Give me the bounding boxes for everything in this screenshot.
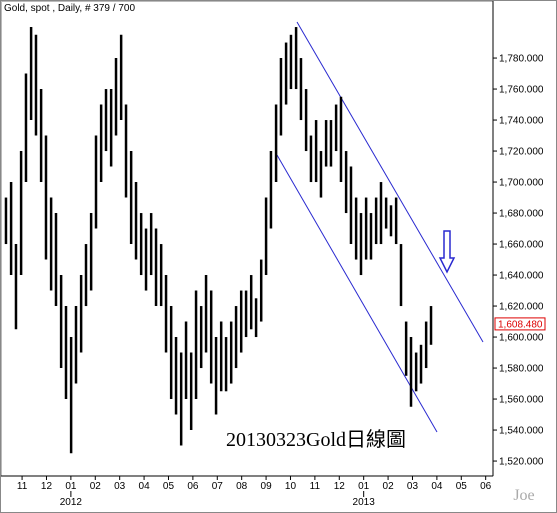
x-tick-label: 06 — [187, 481, 199, 492]
y-tick-label: 1,780.000 — [499, 54, 544, 65]
y-tick-label: 1,580.000 — [499, 364, 544, 375]
y-tick-label: 1,740.000 — [499, 116, 544, 127]
y-tick-label: 1,620.000 — [499, 302, 544, 313]
x-tick-label: 11 — [310, 481, 321, 492]
y-tick-label: 1,640.000 — [499, 271, 544, 282]
x-tick-label: 04 — [139, 481, 151, 492]
y-tick-label: 1,600.000 — [499, 333, 544, 344]
y-tick-label: 1,720.000 — [499, 147, 544, 158]
x-tick-label: 11 — [17, 481, 28, 492]
x-tick-label: 01 — [358, 481, 370, 492]
x-tick-label: 03 — [407, 481, 419, 492]
annotation: 20130323Gold日線圖 — [226, 428, 406, 451]
y-tick-label: 1,560.000 — [499, 395, 544, 406]
x-tick-label: 02 — [383, 481, 395, 492]
chart-title: Gold, spot , Daily, # 379 / 700 — [4, 3, 135, 14]
year-label: 2013 — [353, 497, 376, 508]
last-value-box — [494, 317, 546, 331]
down-arrow — [438, 230, 456, 274]
x-tick-label: 04 — [431, 481, 443, 492]
y-tick-label: 1,540.000 — [499, 426, 544, 437]
upper-trendline — [296, 21, 484, 343]
y-tick-label: 1,760.000 — [499, 85, 544, 96]
x-tick-label: 12 — [334, 481, 346, 492]
y-tick-label: 1,680.000 — [499, 209, 544, 220]
y-tick-label: 1,520.000 — [499, 457, 544, 468]
x-tick-label: 05 — [456, 481, 468, 492]
x-tick-label: 12 — [41, 481, 53, 492]
x-tick-label: 03 — [114, 481, 126, 492]
y-tick-label: 1,700.000 — [499, 178, 544, 189]
x-tick-label: 02 — [90, 481, 102, 492]
last-value-label: 1,608.480 — [498, 319, 543, 330]
y-tick-label: 1,660.000 — [499, 240, 544, 251]
x-tick-label: 09 — [261, 481, 273, 492]
x-tick-label: 01 — [65, 481, 77, 492]
x-tick-label: 06 — [480, 481, 492, 492]
watermark: Joe — [513, 487, 534, 504]
x-tick-label: 05 — [163, 481, 175, 492]
x-tick-label: 10 — [285, 481, 297, 492]
x-tick-label: 08 — [236, 481, 248, 492]
x-tick-label: 07 — [212, 481, 224, 492]
year-label: 2012 — [60, 497, 83, 508]
